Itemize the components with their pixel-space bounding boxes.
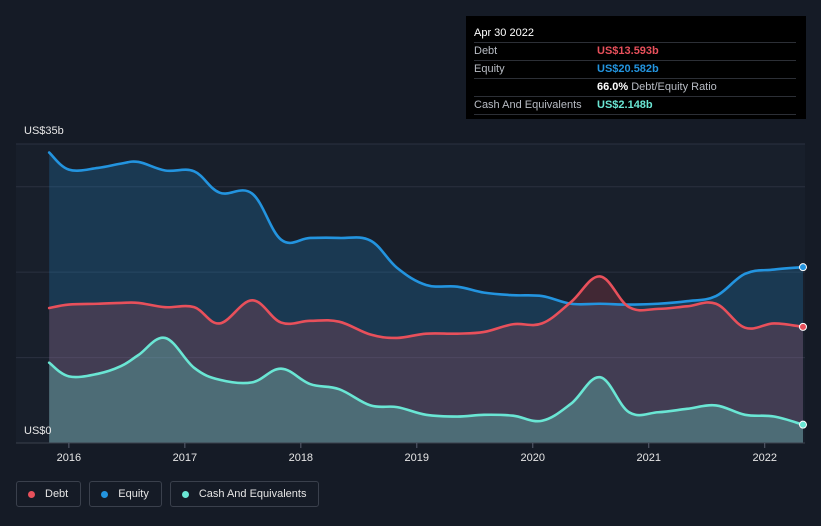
chart-legend: Debt Equity Cash And Equivalents xyxy=(16,481,320,507)
legend-debt-label: Debt xyxy=(45,488,69,500)
debt-end-point xyxy=(799,322,807,331)
tooltip-date: Apr 30 2022 xyxy=(474,27,534,39)
legend-item-debt[interactable]: Debt xyxy=(16,481,82,507)
x-axis-ticks: 2016 2017 2018 2019 2020 2021 2022 xyxy=(16,442,805,464)
debt-area xyxy=(49,276,804,443)
debt-dot-icon xyxy=(28,490,35,498)
tooltip-equity-label: Equity xyxy=(474,63,505,75)
tooltip-ratio-label: Debt/Equity Ratio xyxy=(631,81,717,93)
legend-equity-label: Equity xyxy=(118,488,149,500)
legend-cash-label: Cash And Equivalents xyxy=(198,488,307,500)
x-tick-label: 2021 xyxy=(637,452,661,464)
equity-end-point xyxy=(799,263,807,272)
plot-background xyxy=(16,144,805,443)
data-tooltip: Apr 30 2022 Debt US$13.593b Equity US$20… xyxy=(466,16,806,119)
tooltip-ratio-value: 66.0% xyxy=(597,81,629,93)
cash-dot-icon xyxy=(181,490,189,498)
equity-area xyxy=(49,152,804,444)
x-tick-label: 2019 xyxy=(405,452,429,464)
x-tick-label: 2020 xyxy=(521,452,545,464)
x-tick-label: 2018 xyxy=(289,452,313,464)
grid-lines xyxy=(16,143,805,444)
tooltip-row-cash: Cash And Equivalents US$2.148b xyxy=(474,96,796,115)
x-tick-label: 2017 xyxy=(173,452,197,464)
equity-dot-icon xyxy=(101,490,109,498)
tooltip-equity-value: US$20.582b xyxy=(597,63,659,75)
legend-item-cash[interactable]: Cash And Equivalents xyxy=(169,481,320,507)
y-axis-bottom-label: US$0 xyxy=(24,425,52,437)
cash-line xyxy=(47,336,805,426)
legend-item-equity[interactable]: Equity xyxy=(89,481,162,507)
tooltip-row-equity: Equity US$20.582b xyxy=(474,60,796,78)
tooltip-cash-value: US$2.148b xyxy=(597,99,653,111)
tooltip-row-debt: Debt US$13.593b xyxy=(474,42,796,60)
series-areas xyxy=(49,152,804,444)
x-tick-label: 2022 xyxy=(752,452,776,464)
series-lines xyxy=(47,151,805,426)
tooltip-row-ratio: 66.0% Debt/Equity Ratio xyxy=(474,78,796,96)
cash-area xyxy=(49,337,804,443)
series-end-markers xyxy=(799,263,807,429)
equity-line xyxy=(47,151,805,306)
cash-end-point xyxy=(799,420,807,429)
tooltip-cash-label: Cash And Equivalents xyxy=(474,99,582,111)
x-tick-label: 2016 xyxy=(57,452,81,464)
y-axis-top-label: US$35b xyxy=(24,125,64,137)
debt-line xyxy=(47,275,805,340)
tooltip-debt-label: Debt xyxy=(474,45,498,57)
tooltip-debt-value: US$13.593b xyxy=(597,45,659,57)
